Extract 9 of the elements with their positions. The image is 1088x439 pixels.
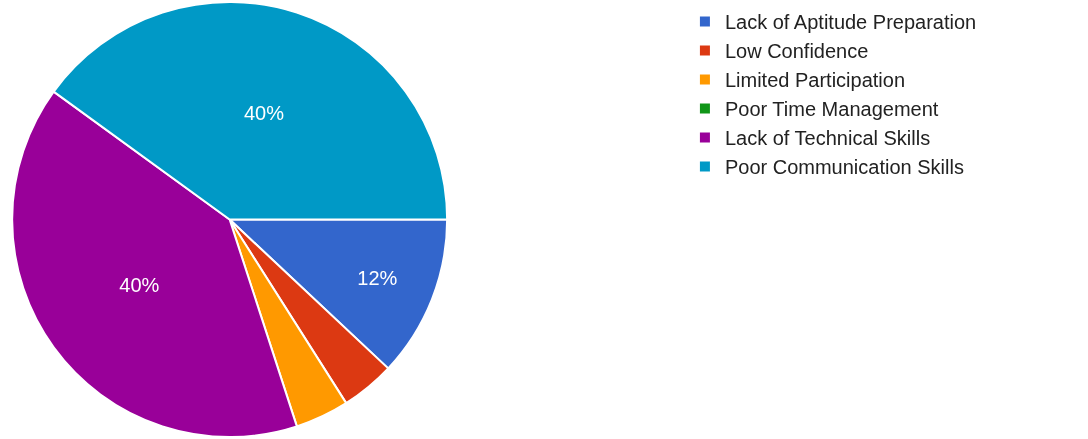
legend-label: Poor Time Management xyxy=(724,98,939,121)
data-label: 12% xyxy=(357,267,398,290)
legend-label: Low Confidence xyxy=(724,40,869,63)
legend-label: Lack of Aptitude Preparation xyxy=(724,11,977,34)
legend-label: Poor Communication Skills xyxy=(724,156,964,179)
data-label: 40% xyxy=(119,274,160,297)
legend-label: Lack of Technical Skills xyxy=(724,127,931,150)
legend-label: Limited Participation xyxy=(724,69,906,92)
data-label: 40% xyxy=(243,102,285,125)
